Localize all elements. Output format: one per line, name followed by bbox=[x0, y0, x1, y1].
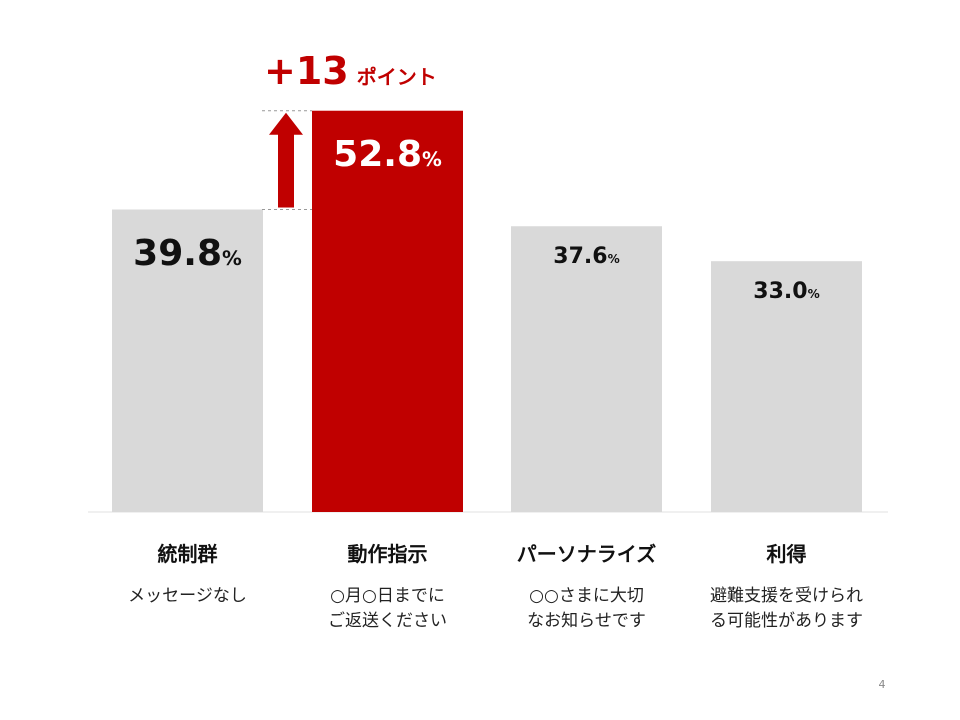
bar-value-label-4: 33.0% bbox=[711, 281, 862, 303]
category-title-3: パーソナライズ bbox=[516, 542, 657, 566]
arrow-shaft bbox=[278, 132, 294, 208]
category-subtitle-4: 避難支援を受けられ る可能性があります bbox=[710, 586, 863, 631]
bar-value-number: 39.8 bbox=[133, 232, 222, 274]
bar-value-number: 33.0 bbox=[753, 279, 808, 305]
bar-value-label-1: 39.8% bbox=[112, 232, 263, 274]
bar-2 bbox=[312, 110, 463, 512]
bar-value-unit: % bbox=[607, 252, 620, 267]
bar-1 bbox=[112, 209, 263, 512]
category-title-1: 統制群 bbox=[157, 542, 218, 566]
page-number: 4 bbox=[878, 678, 886, 691]
category-subtitle-2: ○月○日までに ご返送ください bbox=[328, 586, 447, 631]
bar-4 bbox=[711, 261, 862, 512]
increase-unit: ポイント bbox=[356, 65, 437, 89]
bar-value-unit: % bbox=[422, 147, 442, 171]
category-title-2: 動作指示 bbox=[347, 542, 428, 566]
arrow-up-icon bbox=[269, 112, 303, 135]
bar-value-unit: % bbox=[807, 287, 820, 302]
increase-label: +13 ポイント bbox=[264, 52, 437, 90]
bar-3 bbox=[511, 226, 662, 513]
category-title-4: 利得 bbox=[766, 542, 807, 566]
bar-value-number: 37.6 bbox=[553, 244, 608, 270]
bar-value-number: 52.8 bbox=[333, 133, 422, 175]
bar-value-unit: % bbox=[222, 246, 242, 270]
bars-group bbox=[112, 110, 862, 513]
increase-value: +13 bbox=[264, 49, 349, 93]
bar-value-label-2: 52.8% bbox=[312, 133, 463, 175]
bar-value-label-3: 37.6% bbox=[511, 246, 662, 268]
category-subtitle-3: ○○さまに大切 なお知らせです bbox=[527, 586, 646, 631]
category-subtitle-1: メッセージなし bbox=[128, 586, 247, 606]
increase-annotation bbox=[262, 110, 312, 211]
